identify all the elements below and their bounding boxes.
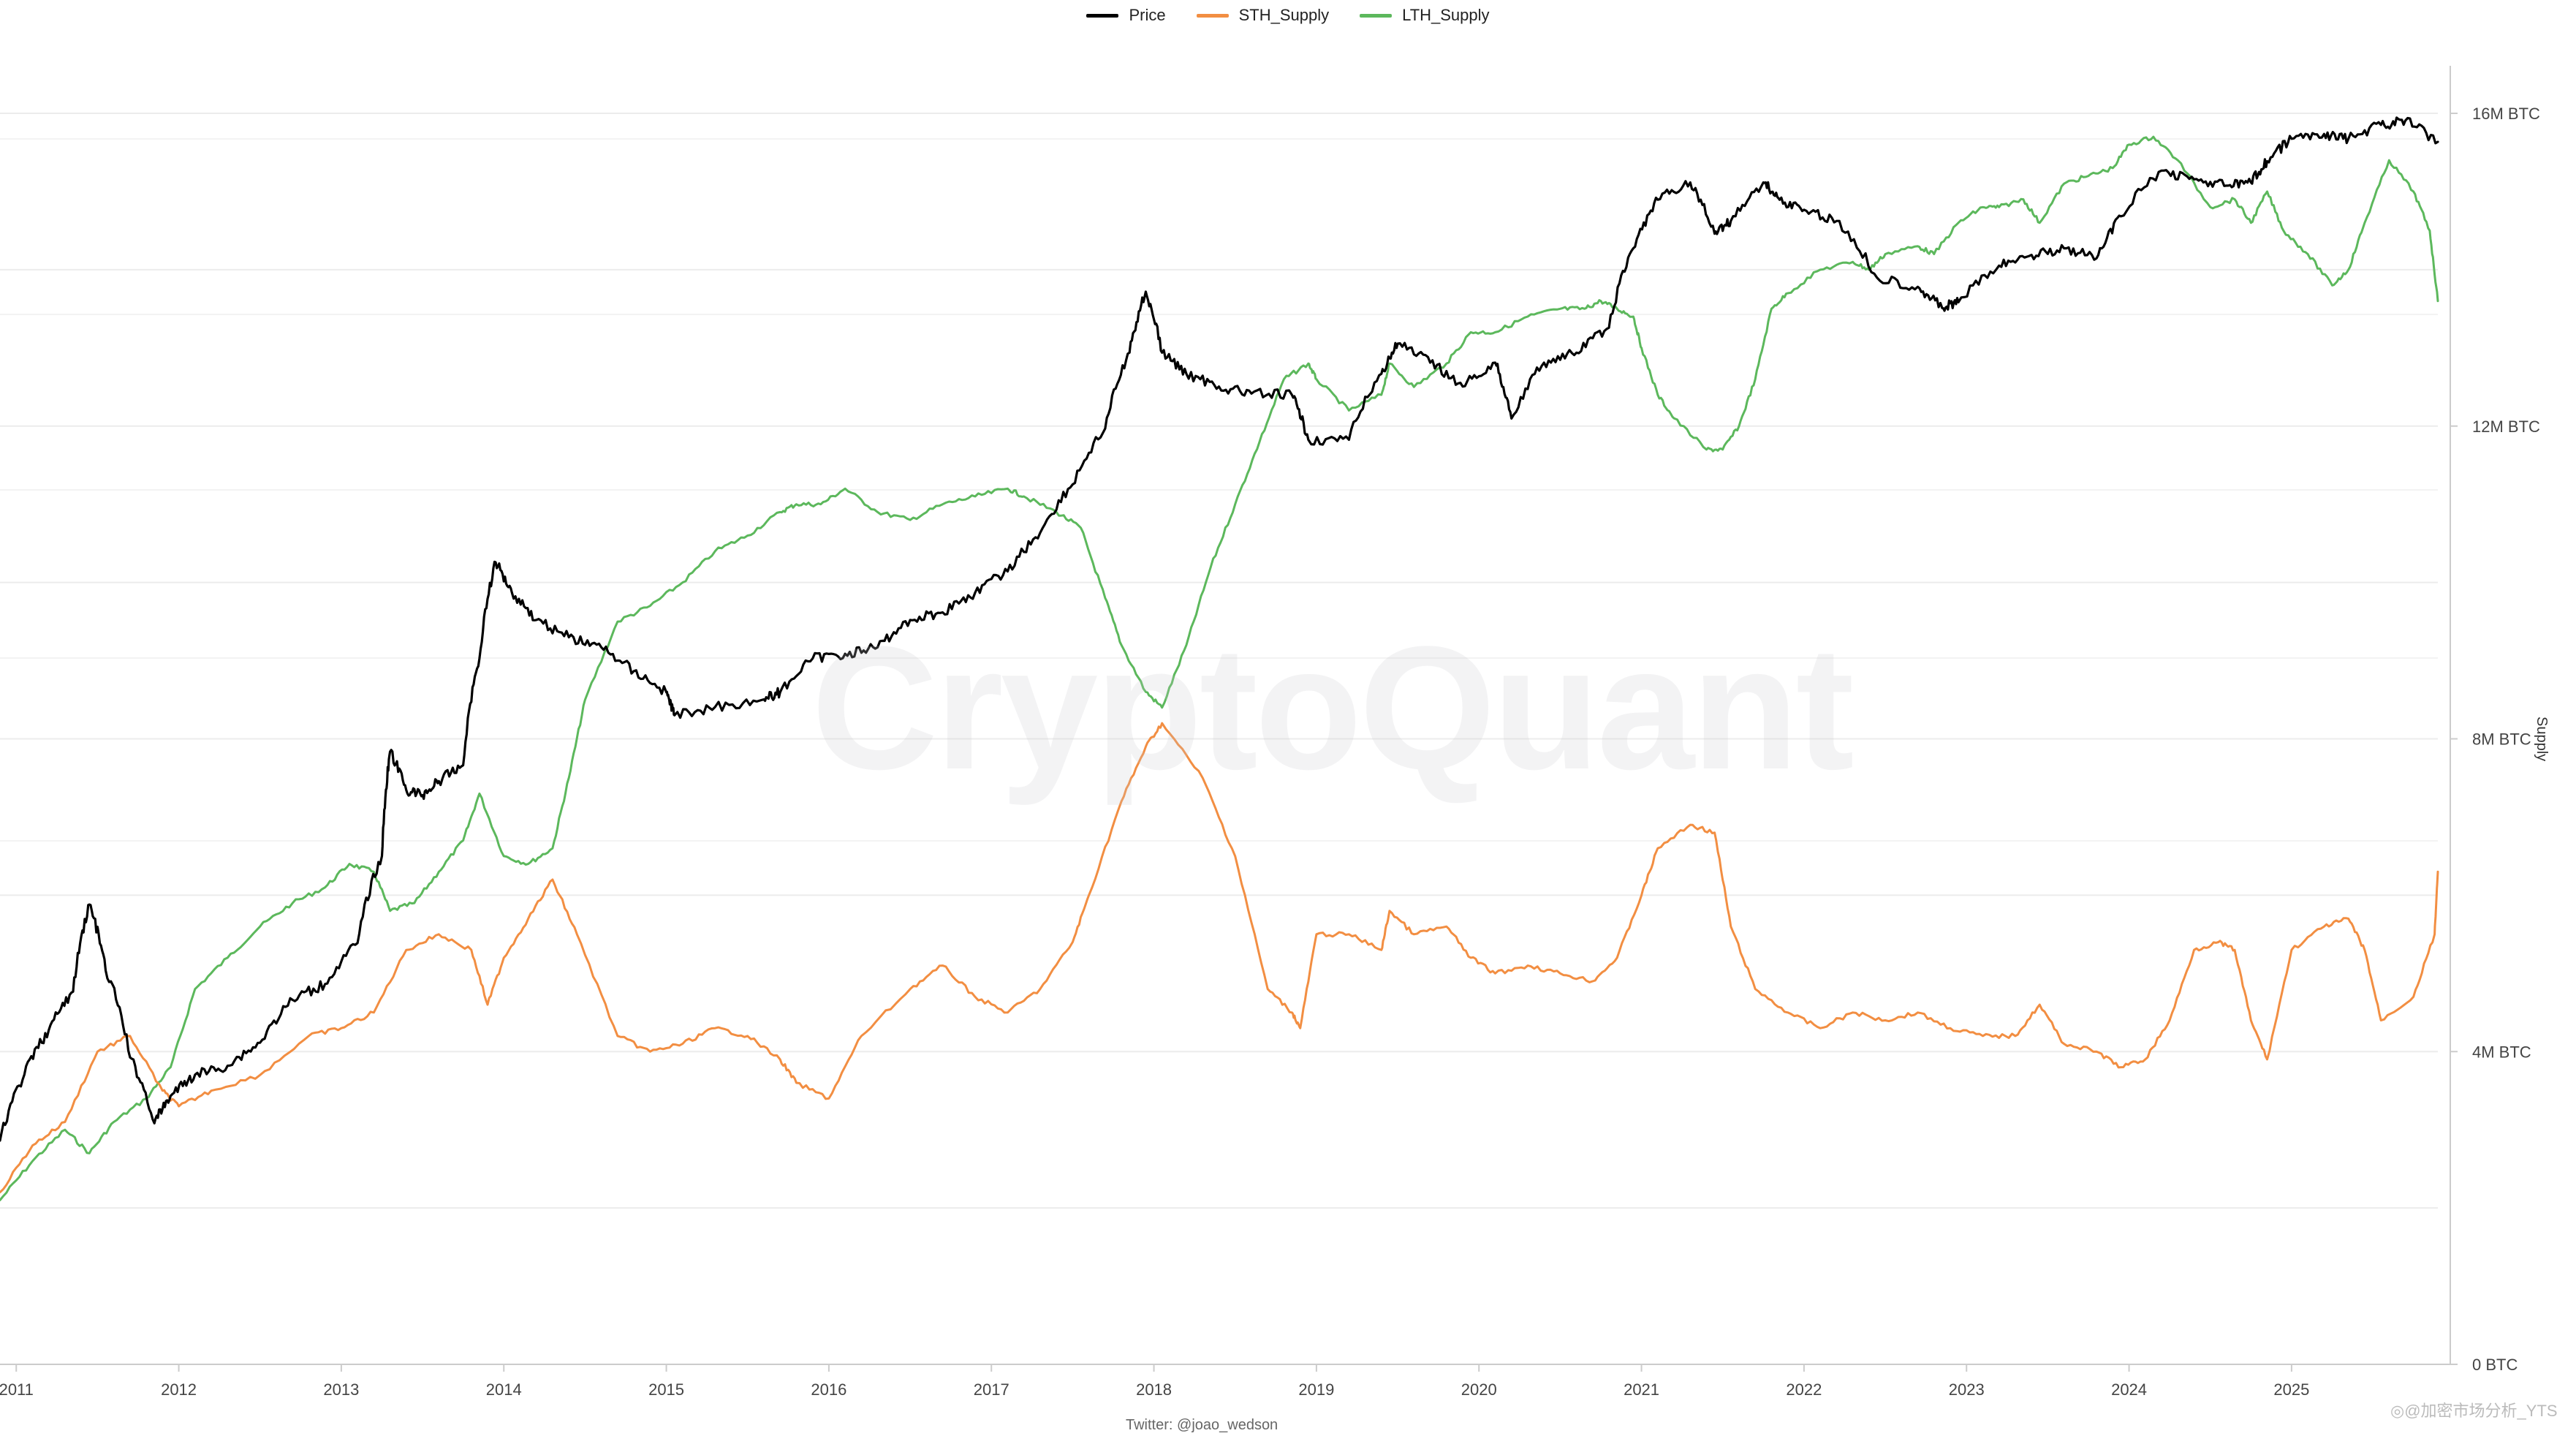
series-layer: [0, 116, 2439, 1201]
legend-item-lth-supply[interactable]: LTH_Supply: [1360, 6, 1490, 25]
y-axis-title: Supply: [2534, 717, 2550, 762]
legend-swatch-lth-supply: [1360, 13, 1393, 18]
x-tick-label: 2018: [1136, 1380, 1172, 1399]
x-tick-label: 2019: [1298, 1380, 1334, 1399]
y-tick-label: 8M BTC: [2472, 730, 2531, 749]
x-tick-label: 2012: [161, 1380, 197, 1399]
grid-layer: [0, 113, 2438, 1365]
legend-label-price: Price: [1129, 6, 1166, 24]
x-tick-label: 2021: [1624, 1380, 1659, 1399]
y-tick-label: 12M BTC: [2472, 417, 2540, 436]
series-line-lth-supply: [0, 135, 2439, 1201]
legend-label-sth-supply: STH_Supply: [1238, 6, 1330, 24]
legend-swatch-sth-supply: [1196, 13, 1229, 18]
source-tag: ◎@加密市场分析_YTS: [2390, 1402, 2558, 1420]
y-tick-label: 0 BTC: [2472, 1356, 2518, 1374]
x-tick-label: 2014: [486, 1380, 522, 1399]
x-tick-label: 2025: [2273, 1380, 2309, 1399]
x-tick-label: 2020: [1461, 1380, 1497, 1399]
x-tick-label: 2011: [0, 1380, 34, 1399]
legend-item-sth-supply[interactable]: STH_Supply: [1196, 6, 1330, 25]
x-tick-label: 2016: [811, 1380, 846, 1399]
x-tick-label: 2024: [2111, 1380, 2147, 1399]
x-tick-label: 2013: [323, 1380, 359, 1399]
axis-layer: 2011 2012 2013 2014 2015 2016 2017 2018 2019 2020…: [0, 66, 2540, 1399]
series-line-price: [0, 116, 2439, 1142]
legend-item-price[interactable]: Price: [1086, 6, 1166, 25]
x-tick-label: 2022: [1786, 1380, 1822, 1399]
legend-swatch-price: [1086, 13, 1119, 18]
legend: Price STH_Supply LTH_Supply: [0, 6, 2576, 25]
x-tick-label: 2015: [648, 1380, 684, 1399]
watermark: CryptoQuant: [811, 610, 1855, 806]
credit-text: Twitter: @joao_wedson: [1126, 1417, 1278, 1433]
legend-label-lth-supply: LTH_Supply: [1402, 6, 1490, 24]
series-line-sth-supply: [0, 722, 2439, 1194]
x-tick-label: 2023: [1949, 1380, 1985, 1399]
x-tick-label: 2017: [974, 1380, 1009, 1399]
y-tick-label: 16M BTC: [2472, 105, 2540, 123]
y-tick-label: 4M BTC: [2472, 1043, 2531, 1061]
